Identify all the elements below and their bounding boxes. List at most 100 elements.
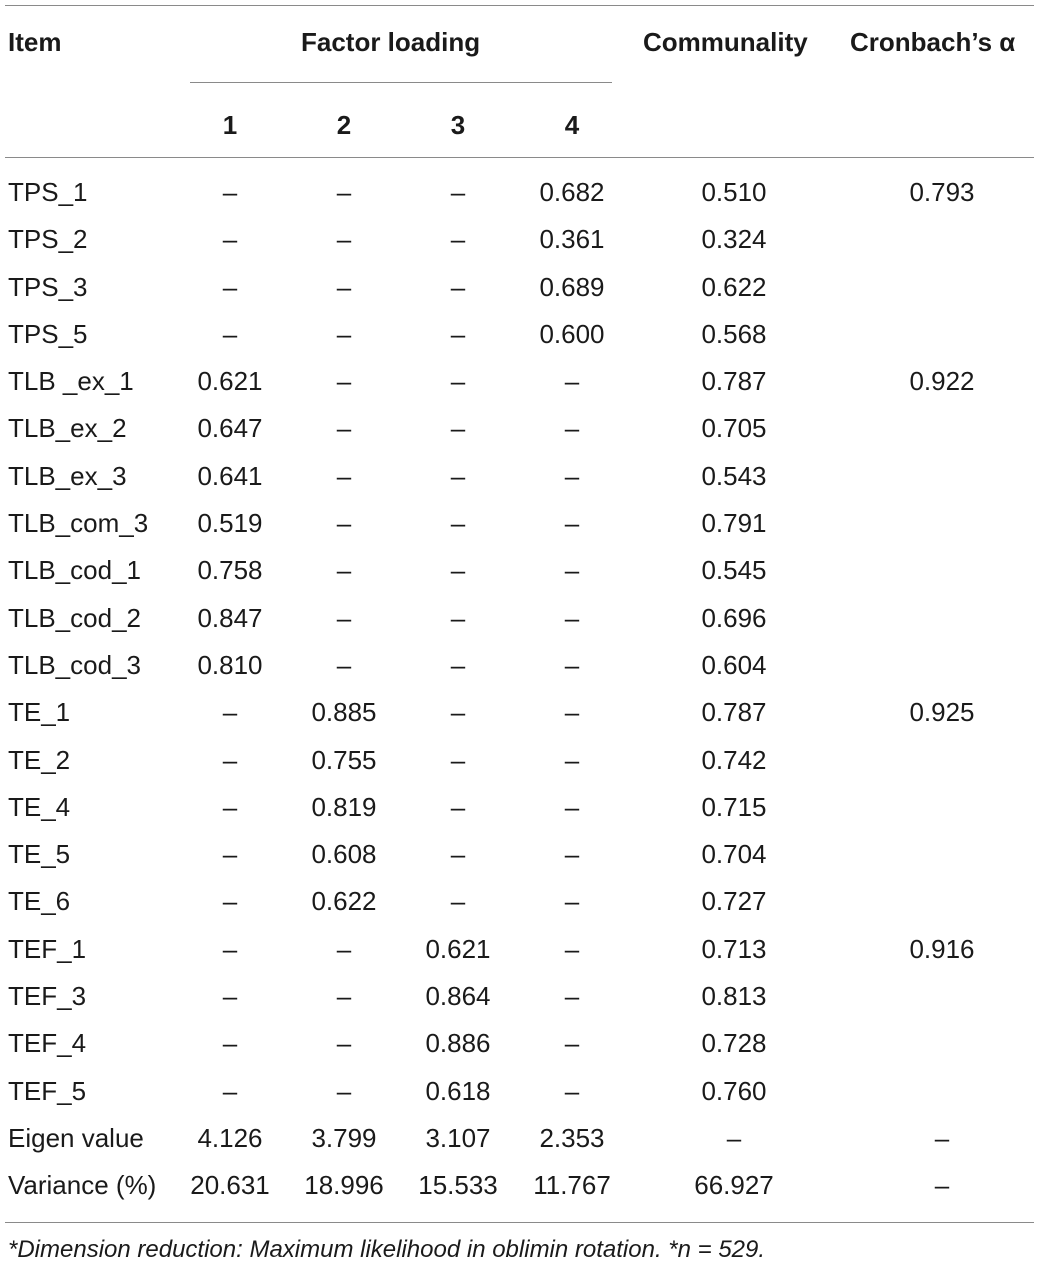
communality-cell: 0.543: [701, 460, 767, 491]
table-row: TPS_1 – – – 0.682 0.510 0.793: [0, 170, 1040, 217]
communality-cell: 0.568: [701, 318, 767, 349]
factor-2-cell: 18.996: [304, 1170, 384, 1201]
item-cell: TLB _ex_1: [8, 366, 134, 397]
factor-1-cell: –: [222, 318, 238, 349]
factor-3-cell: –: [450, 555, 466, 586]
factor-2-cell: –: [336, 508, 352, 539]
factor-1-cell: 0.621: [197, 366, 263, 397]
table-row: TEF_4 – – 0.886 – 0.728: [0, 1021, 1040, 1068]
item-cell: TPS_5: [8, 318, 88, 349]
factor-1-cell: –: [222, 177, 238, 207]
table-row: TLB_cod_2 0.847 – – – 0.696: [0, 596, 1040, 643]
cronbach-alpha-cell: 0.922: [909, 366, 975, 397]
factor-3-cell: 0.886: [425, 1028, 491, 1059]
communality-cell: 0.713: [701, 933, 767, 964]
factor-3-cell: 0.621: [425, 933, 491, 964]
factor-4-cell: 0.682: [539, 177, 605, 207]
item-cell: TEF_3: [8, 981, 87, 1012]
communality-cell: 0.324: [701, 224, 767, 255]
item-cell: TEF_5: [8, 1075, 87, 1106]
factor-1-cell: 0.810: [197, 649, 263, 680]
item-cell: TLB_cod_3: [8, 649, 141, 680]
factor-4-cell: –: [564, 697, 580, 728]
communality-cell: 66.927: [694, 1170, 774, 1201]
factor-1-cell: –: [222, 791, 238, 822]
cronbach-alpha-cell: –: [934, 1170, 950, 1201]
communality-cell: 0.787: [701, 697, 767, 728]
cronbach-alpha-cell: 0.925: [909, 697, 975, 728]
communality-cell: 0.696: [701, 602, 767, 633]
communality-cell: 0.704: [701, 839, 767, 870]
factor-4-cell: 2.353: [539, 1122, 605, 1153]
communality-cell: 0.791: [701, 508, 767, 539]
header-factor-2: 2: [336, 110, 352, 140]
header-bottom-rule: [5, 157, 1034, 158]
factor-2-cell: 0.819: [311, 791, 377, 822]
factor-3-cell: –: [450, 224, 466, 255]
item-cell: TLB_ex_2: [8, 413, 127, 444]
factor-1-cell: 0.758: [197, 555, 263, 586]
item-cell: TLB_ex_3: [8, 460, 127, 491]
table-row: Variance (%) 20.631 18.996 15.533 11.767 66.9…: [0, 1163, 1040, 1210]
factor-3-cell: –: [450, 177, 466, 207]
factor-3-cell: –: [450, 318, 466, 349]
factor-4-cell: –: [564, 981, 580, 1012]
factor-2-cell: –: [336, 224, 352, 255]
item-cell: TE_2: [8, 744, 71, 775]
factor-1-cell: 0.847: [197, 602, 263, 633]
factor-2-cell: –: [336, 1028, 352, 1059]
factor-2-cell: –: [336, 460, 352, 491]
item-cell: TE_6: [8, 886, 71, 917]
factor-3-cell: –: [450, 508, 466, 539]
communality-cell: 0.510: [701, 177, 767, 207]
factor-3-cell: 0.864: [425, 981, 491, 1012]
table-row: TEF_5 – – 0.618 – 0.760: [0, 1069, 1040, 1116]
factor-1-cell: –: [222, 1075, 238, 1106]
header-factor-4: 4: [564, 110, 580, 140]
factor-3-cell: –: [450, 649, 466, 680]
item-cell: TPS_3: [8, 271, 88, 302]
factor-3-cell: 0.618: [425, 1075, 491, 1106]
table-row: TE_1 – 0.885 – – 0.787 0.925: [0, 690, 1040, 737]
header-item: Item: [8, 27, 62, 57]
table-row: TPS_2 – – – 0.361 0.324: [0, 217, 1040, 264]
factor-2-cell: –: [336, 318, 352, 349]
factor-2-cell: –: [336, 1075, 352, 1106]
header-factor-3: 3: [450, 110, 466, 140]
item-cell: TPS_1: [8, 177, 88, 207]
factor-4-cell: –: [564, 791, 580, 822]
factor-3-cell: –: [450, 744, 466, 775]
header-factor-1: 1: [222, 110, 238, 140]
table-row: TLB_cod_3 0.810 – – – 0.604: [0, 643, 1040, 690]
communality-cell: 0.622: [701, 271, 767, 302]
factor-2-cell: 3.799: [311, 1122, 377, 1153]
table-row: TPS_3 – – – 0.689 0.622: [0, 265, 1040, 312]
factor-1-cell: –: [222, 224, 238, 255]
table-row: TLB_cod_1 0.758 – – – 0.545: [0, 548, 1040, 595]
factor-4-cell: –: [564, 460, 580, 491]
table-body: TPS_1 – – – 0.682 0.510 0.793 TPS_2 – – – 0.361 0.32…: [0, 170, 1040, 1211]
item-cell: TLB_com_3: [8, 508, 149, 539]
factor-4-cell: 11.767: [533, 1170, 611, 1201]
factor-4-cell: –: [564, 839, 580, 870]
factor-1-cell: 0.647: [197, 413, 263, 444]
factor-2-cell: –: [336, 366, 352, 397]
item-cell: TE_1: [8, 697, 71, 728]
factor-3-cell: –: [450, 886, 466, 917]
communality-cell: –: [726, 1122, 742, 1153]
communality-cell: 0.727: [701, 886, 767, 917]
factor-loading-subrule: [190, 82, 612, 83]
communality-cell: 0.813: [701, 981, 767, 1012]
factor-3-cell: –: [450, 366, 466, 397]
factor-1-cell: –: [222, 839, 238, 870]
factor-2-cell: –: [336, 602, 352, 633]
factor-4-cell: –: [564, 508, 580, 539]
factor-1-cell: –: [222, 1028, 238, 1059]
communality-cell: 0.742: [701, 744, 767, 775]
table-row: TPS_5 – – – 0.600 0.568: [0, 312, 1040, 359]
factor-1-cell: –: [222, 744, 238, 775]
factor-2-cell: 0.622: [311, 886, 377, 917]
factor-4-cell: –: [564, 933, 580, 964]
factor-4-cell: –: [564, 366, 580, 397]
factor-2-cell: –: [336, 649, 352, 680]
